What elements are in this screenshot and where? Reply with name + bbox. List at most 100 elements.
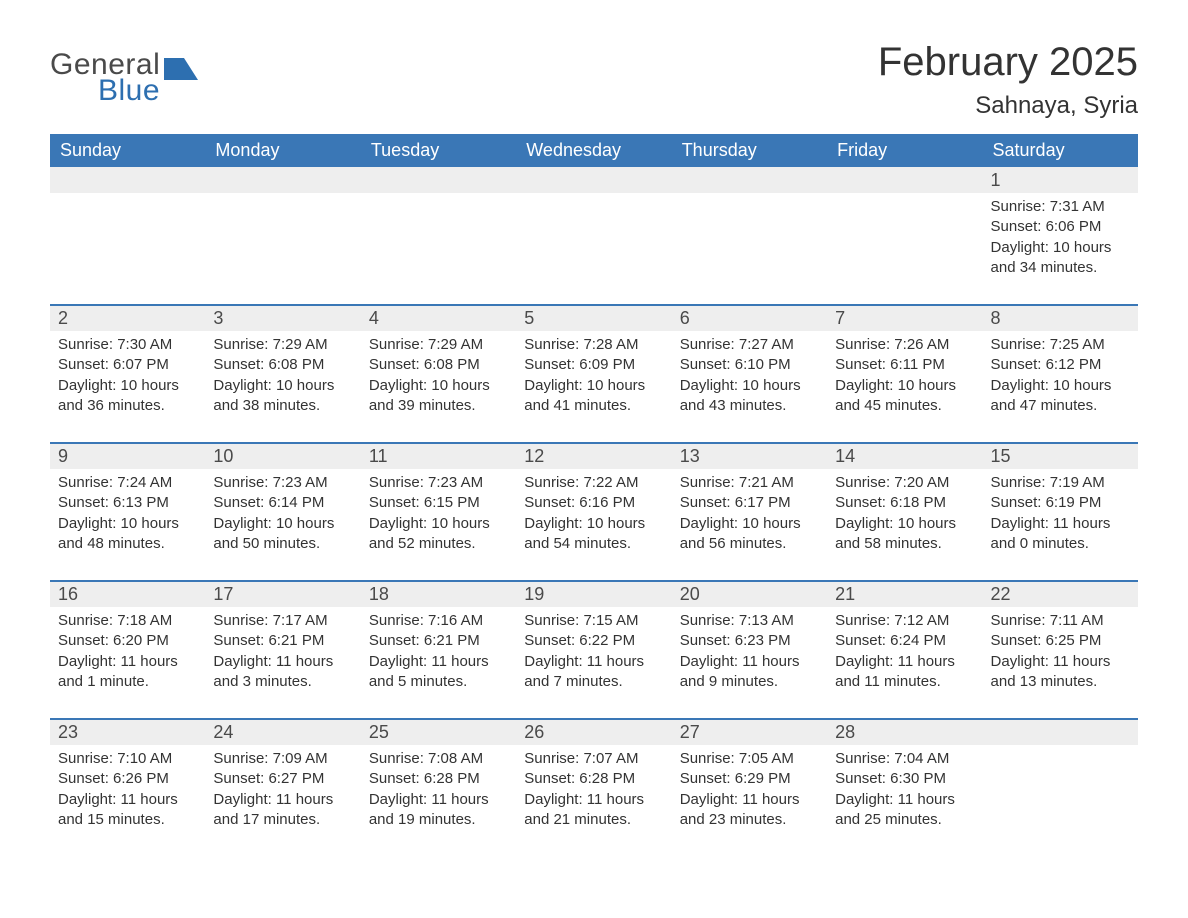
sunrise-line: Sunrise: 7:09 AM: [213, 749, 352, 769]
daylight-line: Daylight: 10 hours and 45 minutes.: [835, 376, 974, 417]
day-detail-row: Sunrise: 7:18 AMSunset: 6:20 PMDaylight:…: [50, 607, 1138, 719]
sunrise-line: Sunrise: 7:30 AM: [58, 335, 197, 355]
day-detail-cell: Sunrise: 7:18 AMSunset: 6:20 PMDaylight:…: [50, 607, 205, 719]
sunrise-line: Sunrise: 7:29 AM: [213, 335, 352, 355]
daylight-line: Daylight: 11 hours and 17 minutes.: [213, 790, 352, 831]
day-number-cell: [50, 167, 205, 193]
sunset-line: Sunset: 6:16 PM: [524, 493, 663, 513]
day-detail-cell: Sunrise: 7:30 AMSunset: 6:07 PMDaylight:…: [50, 331, 205, 443]
sunrise-line: Sunrise: 7:27 AM: [680, 335, 819, 355]
sunset-line: Sunset: 6:18 PM: [835, 493, 974, 513]
daylight-line: Daylight: 11 hours and 3 minutes.: [213, 652, 352, 693]
daylight-line: Daylight: 10 hours and 41 minutes.: [524, 376, 663, 417]
day-number-cell: 17: [205, 581, 360, 607]
sunset-line: Sunset: 6:08 PM: [369, 355, 508, 375]
daylight-line: Daylight: 10 hours and 43 minutes.: [680, 376, 819, 417]
daylight-line: Daylight: 10 hours and 38 minutes.: [213, 376, 352, 417]
day-number-cell: 2: [50, 305, 205, 331]
day-header: Thursday: [672, 134, 827, 167]
day-detail-cell: Sunrise: 7:05 AMSunset: 6:29 PMDaylight:…: [672, 745, 827, 856]
daylight-line: Daylight: 11 hours and 7 minutes.: [524, 652, 663, 693]
day-detail-cell: Sunrise: 7:23 AMSunset: 6:15 PMDaylight:…: [361, 469, 516, 581]
day-number-cell: 22: [983, 581, 1138, 607]
day-number-cell: [361, 167, 516, 193]
sunrise-line: Sunrise: 7:13 AM: [680, 611, 819, 631]
sunset-line: Sunset: 6:23 PM: [680, 631, 819, 651]
sunset-line: Sunset: 6:28 PM: [369, 769, 508, 789]
day-number-cell: 27: [672, 719, 827, 745]
daylight-line: Daylight: 11 hours and 15 minutes.: [58, 790, 197, 831]
day-detail-cell: Sunrise: 7:22 AMSunset: 6:16 PMDaylight:…: [516, 469, 671, 581]
daylight-line: Daylight: 10 hours and 56 minutes.: [680, 514, 819, 555]
sunrise-line: Sunrise: 7:22 AM: [524, 473, 663, 493]
day-detail-cell: Sunrise: 7:13 AMSunset: 6:23 PMDaylight:…: [672, 607, 827, 719]
sunset-line: Sunset: 6:14 PM: [213, 493, 352, 513]
sunset-line: Sunset: 6:27 PM: [213, 769, 352, 789]
day-detail-cell: [672, 193, 827, 305]
day-detail-cell: Sunrise: 7:17 AMSunset: 6:21 PMDaylight:…: [205, 607, 360, 719]
daylight-line: Daylight: 11 hours and 11 minutes.: [835, 652, 974, 693]
day-detail-cell: [50, 193, 205, 305]
day-detail-cell: [361, 193, 516, 305]
sunrise-line: Sunrise: 7:15 AM: [524, 611, 663, 631]
day-header-row: Sunday Monday Tuesday Wednesday Thursday…: [50, 134, 1138, 167]
day-detail-cell: Sunrise: 7:19 AMSunset: 6:19 PMDaylight:…: [983, 469, 1138, 581]
day-number-row: 232425262728: [50, 719, 1138, 745]
day-number-row: 9101112131415: [50, 443, 1138, 469]
brand-text: General Blue: [50, 48, 160, 108]
brand-sail-icon: [164, 58, 198, 82]
day-detail-cell: [516, 193, 671, 305]
day-detail-cell: [827, 193, 982, 305]
day-detail-cell: [983, 745, 1138, 856]
daylight-line: Daylight: 11 hours and 9 minutes.: [680, 652, 819, 693]
sunset-line: Sunset: 6:09 PM: [524, 355, 663, 375]
daylight-line: Daylight: 11 hours and 1 minute.: [58, 652, 197, 693]
day-number-cell: 18: [361, 581, 516, 607]
day-number-row: 2345678: [50, 305, 1138, 331]
day-number-cell: 9: [50, 443, 205, 469]
sunset-line: Sunset: 6:08 PM: [213, 355, 352, 375]
day-number-cell: 26: [516, 719, 671, 745]
day-detail-row: Sunrise: 7:31 AMSunset: 6:06 PMDaylight:…: [50, 193, 1138, 305]
day-number-cell: 13: [672, 443, 827, 469]
day-number-cell: [983, 719, 1138, 745]
sunset-line: Sunset: 6:20 PM: [58, 631, 197, 651]
daylight-line: Daylight: 10 hours and 36 minutes.: [58, 376, 197, 417]
day-detail-cell: Sunrise: 7:10 AMSunset: 6:26 PMDaylight:…: [50, 745, 205, 856]
day-detail-row: Sunrise: 7:24 AMSunset: 6:13 PMDaylight:…: [50, 469, 1138, 581]
month-title: February 2025: [878, 40, 1138, 84]
sunset-line: Sunset: 6:25 PM: [991, 631, 1130, 651]
sunrise-line: Sunrise: 7:07 AM: [524, 749, 663, 769]
day-header: Monday: [205, 134, 360, 167]
day-number-cell: 15: [983, 443, 1138, 469]
sunrise-line: Sunrise: 7:19 AM: [991, 473, 1130, 493]
day-number-row: 1: [50, 167, 1138, 193]
day-number-cell: [205, 167, 360, 193]
brand-logo: General Blue: [50, 40, 198, 108]
day-detail-cell: Sunrise: 7:09 AMSunset: 6:27 PMDaylight:…: [205, 745, 360, 856]
day-detail-cell: Sunrise: 7:12 AMSunset: 6:24 PMDaylight:…: [827, 607, 982, 719]
daylight-line: Daylight: 10 hours and 34 minutes.: [991, 238, 1130, 279]
day-number-cell: 8: [983, 305, 1138, 331]
sunset-line: Sunset: 6:13 PM: [58, 493, 197, 513]
day-number-cell: [516, 167, 671, 193]
sunset-line: Sunset: 6:22 PM: [524, 631, 663, 651]
sunrise-line: Sunrise: 7:04 AM: [835, 749, 974, 769]
sunset-line: Sunset: 6:21 PM: [369, 631, 508, 651]
day-detail-cell: Sunrise: 7:04 AMSunset: 6:30 PMDaylight:…: [827, 745, 982, 856]
daylight-line: Daylight: 10 hours and 48 minutes.: [58, 514, 197, 555]
day-detail-cell: Sunrise: 7:20 AMSunset: 6:18 PMDaylight:…: [827, 469, 982, 581]
day-header: Sunday: [50, 134, 205, 167]
day-number-cell: 10: [205, 443, 360, 469]
brand-word2: Blue: [98, 74, 160, 108]
day-number-cell: 1: [983, 167, 1138, 193]
sunrise-line: Sunrise: 7:17 AM: [213, 611, 352, 631]
daylight-line: Daylight: 11 hours and 25 minutes.: [835, 790, 974, 831]
day-detail-cell: Sunrise: 7:31 AMSunset: 6:06 PMDaylight:…: [983, 193, 1138, 305]
day-detail-cell: Sunrise: 7:11 AMSunset: 6:25 PMDaylight:…: [983, 607, 1138, 719]
sunrise-line: Sunrise: 7:29 AM: [369, 335, 508, 355]
sunrise-line: Sunrise: 7:23 AM: [213, 473, 352, 493]
day-number-cell: 6: [672, 305, 827, 331]
day-number-cell: 19: [516, 581, 671, 607]
location-label: Sahnaya, Syria: [878, 92, 1138, 120]
